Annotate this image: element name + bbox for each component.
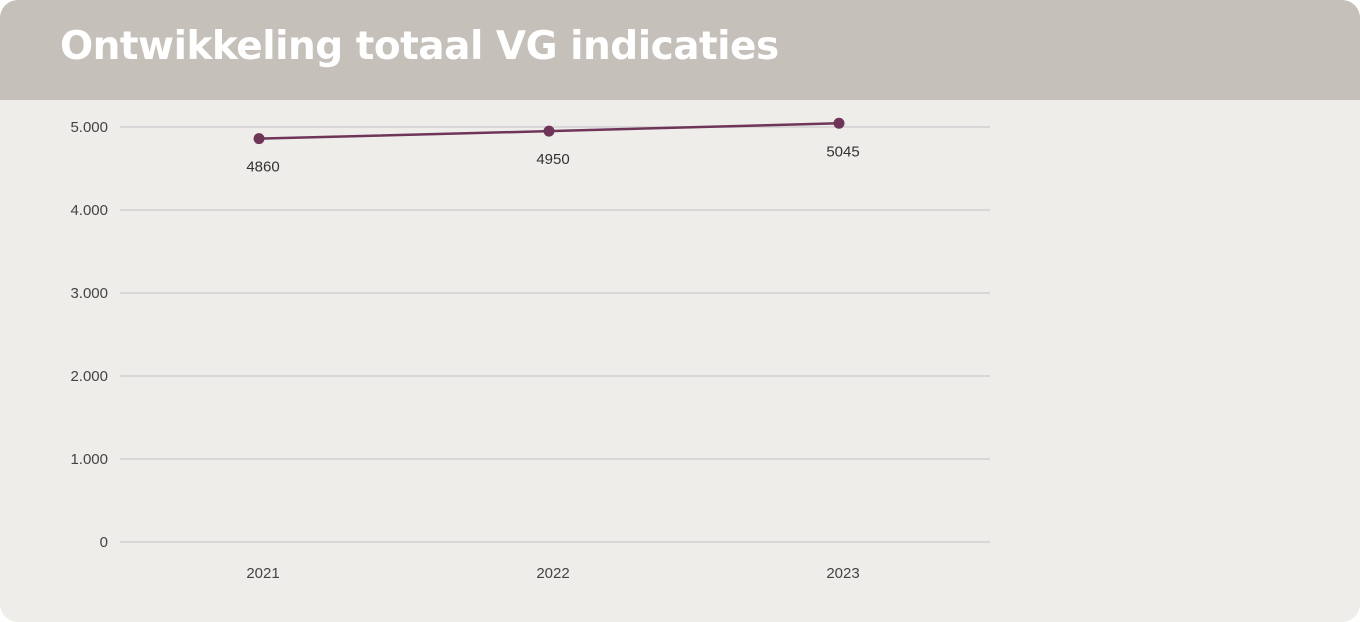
- x-tick-label: 2021: [246, 565, 279, 582]
- line-chart: 01.0002.0003.0004.0005.000 2021 2022 2023 …: [0, 0, 1360, 622]
- y-tick-label: 5.000: [70, 119, 108, 136]
- x-tick-label: 2023: [826, 565, 859, 582]
- x-tick-label: 2022: [536, 565, 569, 582]
- data-points: [254, 118, 845, 144]
- data-point: [834, 118, 845, 129]
- data-label: 4950: [536, 151, 569, 168]
- y-tick-label: 1.000: [70, 451, 108, 468]
- y-axis-ticks: 0 1.000 2.000 3.000 4.000 5.000: [70, 119, 108, 551]
- x-axis-ticks: 2021 2022 2023: [246, 565, 859, 582]
- data-point: [544, 126, 555, 137]
- y-tick-label: 2.000: [70, 368, 108, 385]
- y-tick-label: 3.000: [70, 285, 108, 302]
- data-labels: 4860 4950 5045: [246, 143, 859, 175]
- y-tick-label: 4.000: [70, 202, 108, 219]
- data-label: 5045: [826, 143, 859, 160]
- chart-card: Ontwikkeling totaal VG indicaties 0 1.000…: [0, 0, 1360, 622]
- data-label: 4860: [246, 159, 279, 176]
- data-point: [254, 133, 265, 144]
- y-tick-label: 0: [100, 534, 108, 551]
- gridlines: [120, 127, 990, 542]
